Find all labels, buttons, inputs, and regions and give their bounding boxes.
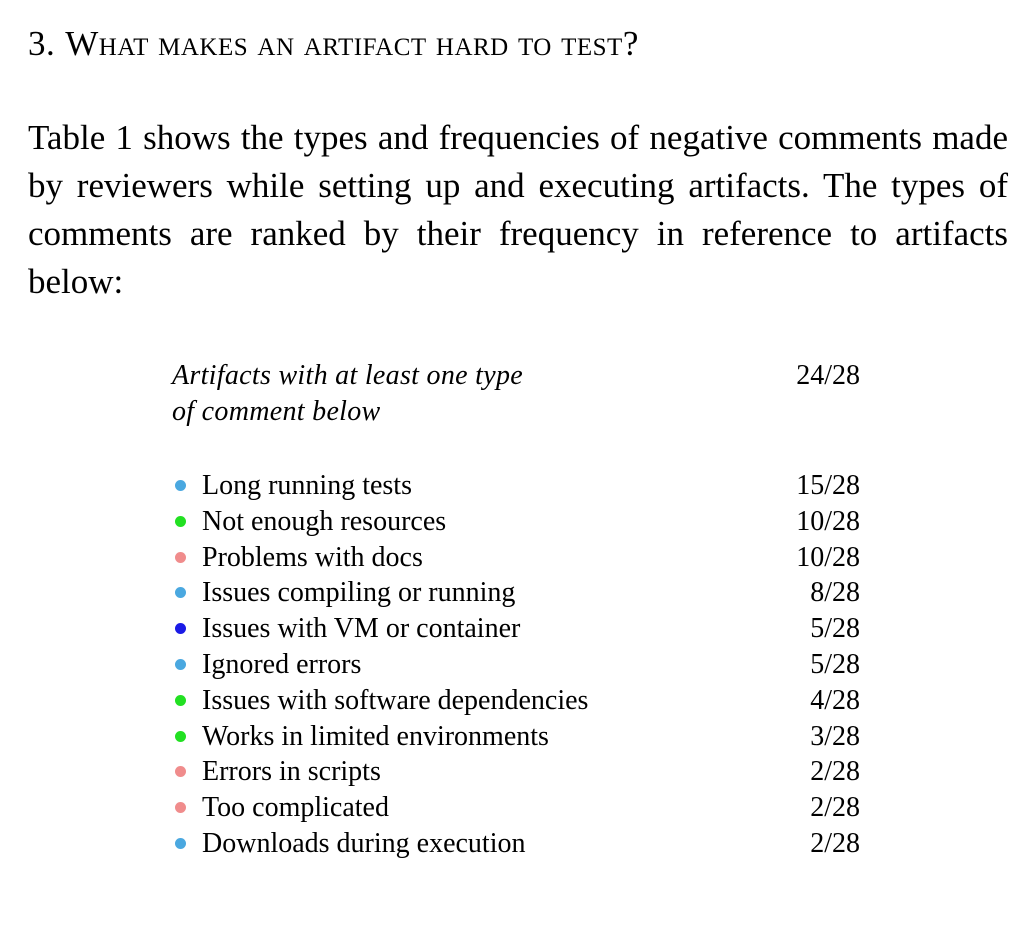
row-label: Too complicated	[202, 792, 389, 824]
bullet-icon	[175, 802, 186, 814]
row-label: Downloads during execution	[202, 827, 526, 859]
row-value: 2/28	[810, 756, 860, 788]
row-value: 5/28	[810, 648, 860, 680]
table-row: Works in limited environments 3/28	[172, 719, 862, 755]
bullet-icon	[175, 551, 186, 563]
bullet-icon	[175, 587, 186, 599]
section-heading: 3. What makes an artifact hard to test?	[28, 22, 639, 66]
bullet-icon	[175, 694, 186, 706]
table-row: Errors in scripts 2/28	[172, 754, 862, 790]
row-label: Errors in scripts	[202, 756, 381, 788]
bullet-icon	[175, 766, 186, 778]
row-value: 3/28	[810, 720, 860, 752]
row-value: 2/28	[810, 827, 860, 859]
table-row: Not enough resources 10/28	[172, 504, 862, 540]
row-value: 10/28	[796, 505, 860, 537]
table-header-label: Artifacts with at least one type of comm…	[172, 360, 523, 427]
row-value: 15/28	[796, 470, 860, 501]
section-title: What makes an artifact hard to test?	[65, 24, 639, 63]
bullet-icon	[175, 480, 186, 491]
table-header-row: Artifacts with at least one type of comm…	[172, 358, 862, 430]
table-row: Issues with VM or container 5/28	[172, 611, 862, 647]
bullet-icon	[175, 730, 186, 742]
bullet-icon	[175, 623, 186, 635]
bullet-icon	[175, 658, 186, 670]
comment-frequency-table: Artifacts with at least one type of comm…	[172, 358, 862, 862]
row-label: Works in limited environments	[202, 720, 549, 752]
row-value: 5/28	[810, 613, 860, 645]
body-paragraph: Table 1 shows the types and frequencies …	[28, 118, 1008, 301]
row-label: Not enough resources	[202, 505, 447, 537]
table-row: Too complicated 2/28	[172, 790, 862, 826]
row-value: 4/28	[810, 684, 860, 716]
table-header-value: 24/28	[796, 360, 860, 391]
bullet-icon	[175, 515, 186, 527]
row-label: Issues with VM or container	[202, 613, 521, 645]
table-row: Issues compiling or running 8/28	[172, 575, 862, 611]
row-label: Problems with docs	[202, 541, 423, 573]
row-value: 8/28	[810, 577, 860, 609]
row-label: Issues with software dependencies	[202, 684, 589, 716]
table-row: Ignored errors 5/28	[172, 647, 862, 683]
table-row: Long running tests 15/28	[172, 468, 862, 504]
table-row: Downloads during execution 2/28	[172, 826, 862, 862]
row-value: 2/28	[810, 792, 860, 824]
bullet-icon	[175, 837, 186, 849]
table-rows: Long running tests 15/28 Not enough resour…	[172, 468, 862, 862]
row-value: 10/28	[796, 541, 860, 573]
row-label: Ignored errors	[202, 648, 362, 680]
table-row: Issues with software dependencies 4/28	[172, 683, 862, 719]
table-row: Problems with docs 10/28	[172, 540, 862, 576]
row-label: Long running tests	[202, 470, 412, 501]
section-number: 3.	[28, 24, 56, 63]
row-label: Issues compiling or running	[202, 577, 516, 609]
